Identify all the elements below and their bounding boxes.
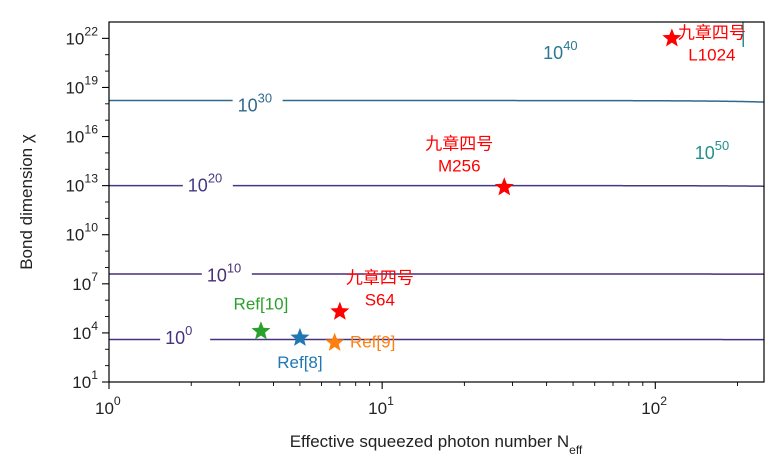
contour-line [742,22,745,47]
star-marker [494,177,514,196]
contour-line [109,99,764,103]
point-label-line1: 九章四号 [425,134,493,153]
contour-label-bg [182,170,233,195]
y-tick-label: 107 [72,270,98,294]
star-marker [330,301,350,320]
point-label-line2: M256 [438,156,481,175]
contour-line [109,338,764,341]
contour-level-label: 1020 [188,171,222,196]
x-tick-label: 102 [641,394,667,418]
point-label: Ref[9] [350,333,395,352]
point-label: Ref[10] [234,294,289,313]
contour-level-label: 100 [165,323,192,348]
contour-line [109,273,764,275]
y-tick-label: 1013 [65,172,98,196]
y-tick-label: 1010 [65,221,98,245]
contour-label-bg [160,322,211,347]
contour-label: 1030 [232,90,283,115]
contour-level-label: 1030 [238,90,272,115]
point-label: Ref[8] [277,353,322,372]
x-tick-label: 101 [368,394,394,418]
point-label-line2: L1024 [688,45,735,64]
contour-label-bg [689,137,740,162]
star-marker [251,321,271,340]
y-tick-label: 101 [72,368,98,392]
contour-label-bg [201,260,252,285]
contour-label: 1050 [689,137,740,163]
contour-label-bg [232,90,283,115]
contour-label: 1040 [538,38,589,63]
contour-line [109,184,764,187]
y-tick-label: 1019 [65,73,98,97]
star-marker [290,327,310,346]
y-tick-label: 1016 [65,123,98,147]
point-label-line1: 九章四号 [678,23,746,42]
x-tick-label: 100 [95,394,121,418]
y-tick-label: 104 [72,319,98,343]
contour-level-label: 1010 [207,261,241,286]
star-marker [325,332,345,351]
contour-label-bg [538,38,589,63]
data-points: 100 1010 1020 1030 1040 1050 Ref[10] Ref[8] Ref[… [160,23,746,372]
contour-lines [109,22,764,341]
y-axis-label: Bond dimension χ [17,134,36,270]
contour-label: 1010 [201,260,252,286]
contour-label: 1020 [182,170,233,196]
point-label-line2: S64 [365,291,395,310]
x-axis-label: Effective squeezed photon number Neff [290,432,583,457]
contour-level-label: 1040 [543,38,577,63]
star-marker [662,28,682,47]
y-tick-label: 1022 [65,24,98,48]
contour-level-label: 1050 [695,138,729,163]
contour-label: 100 [160,322,211,348]
point-label-line1: 九章四号 [346,269,414,288]
